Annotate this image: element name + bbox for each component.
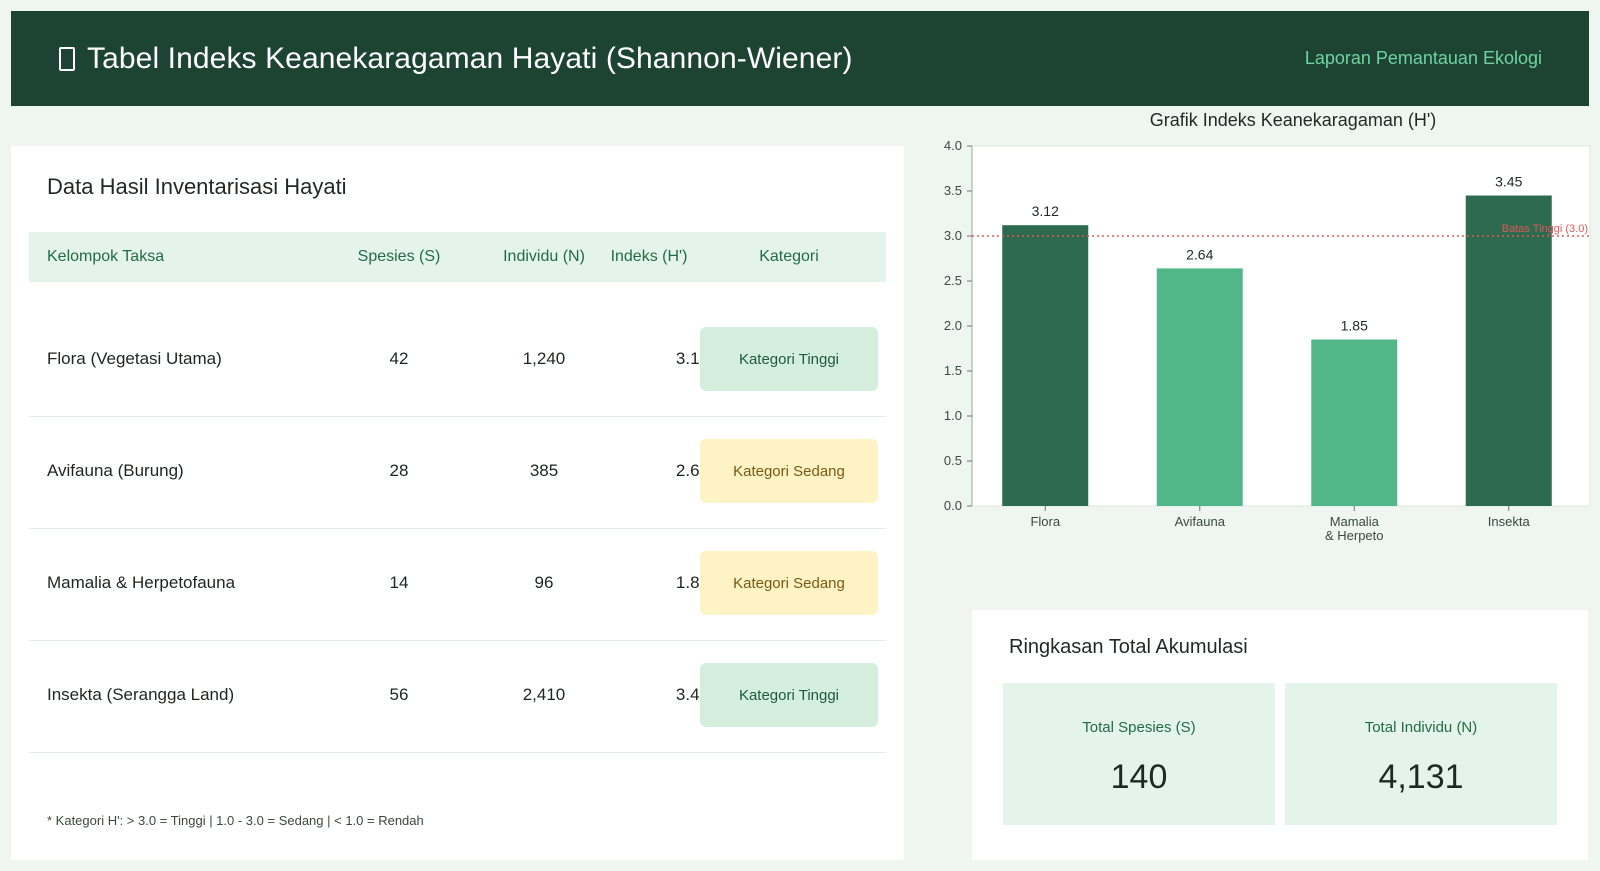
column-header-taxa: Kelompok Taksa [47, 248, 165, 265]
table-row: Mamalia & Herpetofauna 14 96 1.85 Katego… [29, 526, 886, 641]
chart-title: Grafik Indeks Keanekaragaman (H') [1150, 110, 1437, 130]
diversity-index: 1.85 [675, 573, 709, 592]
taxa-name: Insekta (Serangga Land) [47, 685, 235, 704]
summary-card: Ringkasan Total Akumulasi Total Spesies … [972, 610, 1588, 860]
page-header: Tabel Indeks Keanekaragaman Hayati (Shan… [11, 11, 1589, 106]
x-tick-label: Flora [1030, 514, 1060, 529]
y-tick-label: 1.5 [944, 363, 962, 378]
taxa-name: Avifauna (Burung) [47, 461, 184, 480]
page-title-text: Tabel Indeks Keanekaragaman Hayati (Shan… [87, 41, 853, 75]
y-tick-label: 2.5 [944, 273, 962, 288]
bar-2 [1311, 339, 1398, 506]
table-title: Data Hasil Inventarisasi Hayati [47, 174, 347, 199]
individual-count: 96 [534, 573, 554, 592]
summary-title: Ringkasan Total Akumulasi [1009, 636, 1248, 658]
y-tick-label: 0.5 [944, 453, 962, 468]
table-header: Kelompok Taksa Spesies (S) Individu (N) … [29, 232, 886, 282]
table-row: Insekta (Serangga Land) 56 2,410 3.45 Ka… [29, 638, 886, 753]
total-species-value: 140 [1110, 758, 1168, 796]
diversity-index: 3.45 [675, 685, 709, 704]
data-label: 3.45 [1495, 174, 1522, 190]
data-label: 2.64 [1186, 246, 1213, 262]
diversity-index: 2.64 [675, 461, 709, 480]
page-title: Tabel Indeks Keanekaragaman Hayati (Shan… [59, 42, 853, 76]
bar-0 [1002, 225, 1089, 506]
y-tick-label: 3.0 [944, 228, 962, 243]
taxa-name: Mamalia & Herpetofauna [47, 573, 236, 592]
x-tick-label: Mamalia [1330, 514, 1380, 529]
column-header-category: Kategori [759, 248, 819, 265]
table-row: Flora (Vegetasi Utama) 42 1,240 3.12 Kat… [29, 302, 886, 417]
column-header-index: Indeks (H') [610, 248, 688, 265]
individual-count: 385 [529, 461, 559, 480]
y-tick-label: 0.0 [944, 498, 962, 513]
total-individuals-card: Total Individu (N) 4,131 [1285, 683, 1557, 825]
bar-1 [1156, 268, 1243, 506]
y-tick-label: 1.0 [944, 408, 962, 423]
total-individuals-label: Total Individu (N) [1364, 719, 1478, 736]
category-badge: Kategori Sedang [700, 439, 878, 503]
species-count: 56 [389, 685, 409, 704]
taxa-name: Flora (Vegetasi Utama) [47, 349, 222, 368]
category-legend-note: * Kategori H': > 3.0 = Tinggi | 1.0 - 3.… [47, 813, 424, 828]
species-count: 14 [389, 573, 409, 592]
x-tick-label: Avifauna [1175, 514, 1226, 529]
column-header-individuals: Individu (N) [503, 248, 585, 265]
column-header-species: Spesies (S) [357, 248, 441, 265]
category-badge: Kategori Tinggi [700, 663, 878, 727]
diversity-chart: Grafik Indeks Keanekaragaman (H') 0.0 0.5 1… [920, 108, 1600, 558]
individual-count: 1,240 [522, 349, 566, 368]
bar-3 [1465, 195, 1552, 506]
total-species-label: Total Spesies (S) [1082, 719, 1196, 736]
document-icon [59, 46, 75, 71]
x-tick-label: Insekta [1488, 514, 1531, 529]
inventory-table-card: Data Hasil Inventarisasi Hayati Kelompok… [11, 146, 904, 860]
data-label: 3.12 [1032, 203, 1059, 219]
diversity-bar-chart: Grafik Indeks Keanekaragaman (H') 0.0 0.5 1… [944, 110, 1591, 543]
individual-count: 2,410 [522, 685, 566, 704]
x-tick-label: & Herpeto [1325, 528, 1384, 543]
table-row: Avifauna (Burung) 28 385 2.64 Kategori S… [29, 414, 886, 529]
species-count: 42 [389, 349, 409, 368]
category-badge: Kategori Tinggi [700, 327, 878, 391]
species-count: 28 [389, 461, 409, 480]
y-tick-label: 4.0 [944, 138, 962, 153]
category-badge: Kategori Sedang [700, 551, 878, 615]
reference-line-label: Batas Tinggi (3.0) [1502, 223, 1588, 235]
y-tick-label: 2.0 [944, 318, 962, 333]
total-species-card: Total Spesies (S) 140 [1003, 683, 1275, 825]
data-label: 1.85 [1341, 318, 1368, 334]
total-individuals-value: 4,131 [1378, 758, 1464, 796]
diversity-index: 3.12 [675, 349, 709, 368]
report-subtitle: Laporan Pemantauan Ekologi [1304, 48, 1542, 68]
y-tick-label: 3.5 [944, 183, 962, 198]
